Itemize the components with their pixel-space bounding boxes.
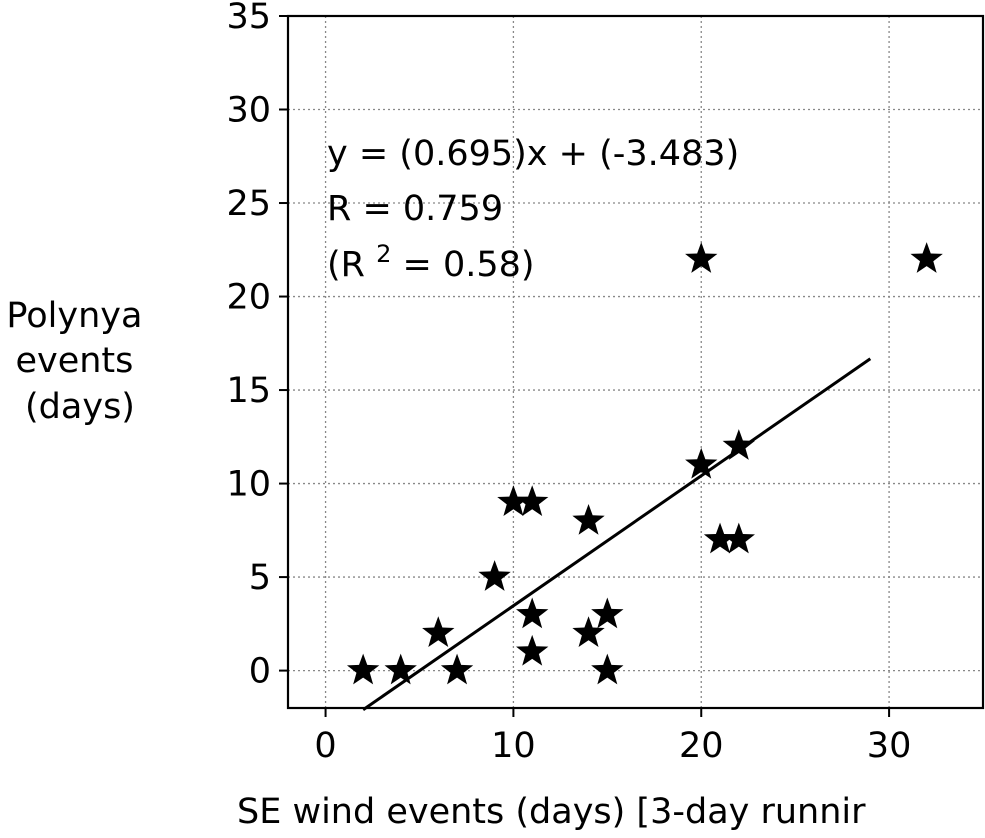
data-points <box>346 242 943 685</box>
grid-lines <box>288 15 983 708</box>
data-point-star <box>572 503 605 535</box>
data-point-star <box>384 653 417 685</box>
r-squared-prefix: (R <box>327 245 365 285</box>
data-point-star <box>422 616 455 647</box>
data-point-star <box>346 653 380 685</box>
regression-line-layer <box>362 357 872 711</box>
data-point-star <box>516 485 549 517</box>
correlation-r: R = 0.759 <box>327 189 503 229</box>
data-point-star <box>685 447 718 479</box>
data-point-star <box>497 485 530 517</box>
y-axis-label-line-3: (days) <box>25 387 135 427</box>
y-tick-label: 35 <box>226 0 271 37</box>
r-squared-superscript: 2 <box>376 240 391 268</box>
data-point-star <box>703 522 737 554</box>
data-point-star <box>722 429 755 460</box>
data-point-star <box>478 560 511 591</box>
y-tick-label: 0 <box>249 652 271 692</box>
data-point-star <box>516 634 549 666</box>
data-point-star <box>591 653 624 685</box>
y-axis-label: Polynya events (days) <box>6 296 153 427</box>
x-tick-label: 0 <box>314 726 336 766</box>
regression-equation: y = (0.695)x + (-3.483) <box>327 134 739 174</box>
data-point-star <box>685 242 718 273</box>
axis-ticks: 0 10 20 30 0 5 10 15 20 25 30 35 <box>226 0 911 766</box>
y-axis-label-line-2: events <box>15 341 133 381</box>
data-point-star <box>516 597 549 629</box>
data-point-star <box>572 616 605 647</box>
plot-frame <box>286 14 985 710</box>
y-tick-label: 15 <box>226 371 271 411</box>
x-tick-label: 20 <box>679 726 724 766</box>
regression-line <box>362 357 872 711</box>
y-axis-label-line-1: Polynya <box>6 296 142 336</box>
data-point-star <box>722 522 755 554</box>
data-point-star <box>910 242 943 273</box>
r-squared-value: = 0.58) <box>403 245 535 285</box>
y-tick-label: 10 <box>226 465 271 505</box>
y-tick-label: 30 <box>226 91 271 131</box>
data-point-star <box>591 597 624 629</box>
x-tick-label: 30 <box>867 726 912 766</box>
y-tick-label: 5 <box>249 558 271 598</box>
y-tick-label: 20 <box>226 278 271 318</box>
y-tick-label: 25 <box>226 184 271 224</box>
x-tick-label: 10 <box>491 726 536 766</box>
data-point-star <box>440 653 474 685</box>
r-squared: (R 2 = 0.58) <box>327 231 535 285</box>
x-axis-label: SE wind events (days) [3-day runnir <box>237 792 866 832</box>
